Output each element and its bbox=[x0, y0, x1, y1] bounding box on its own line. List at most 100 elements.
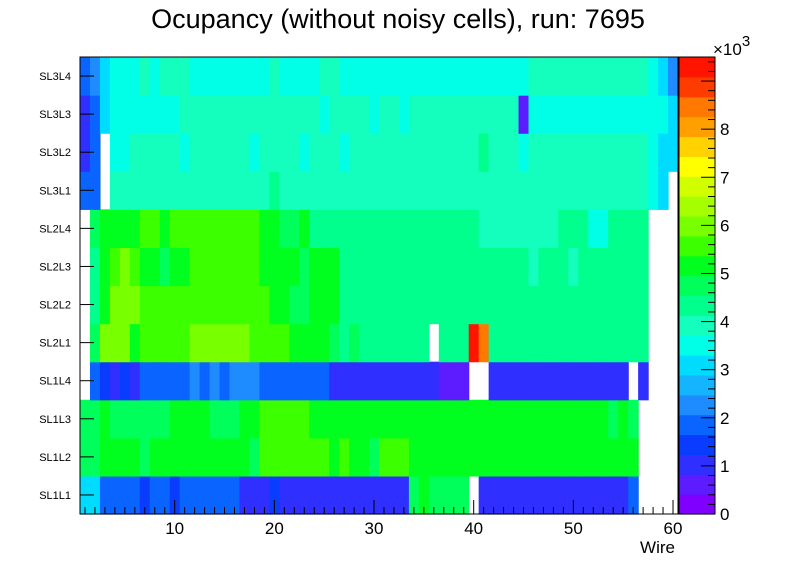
heatmap-cell bbox=[139, 437, 151, 477]
heatmap-cell bbox=[379, 475, 390, 515]
heatmap-cell bbox=[638, 133, 649, 172]
heatmap-cell bbox=[359, 171, 370, 210]
heatmap-cell bbox=[618, 323, 629, 363]
heatmap-cell bbox=[598, 475, 609, 515]
heatmap-cell bbox=[578, 323, 589, 363]
heatmap-cell bbox=[259, 247, 270, 287]
heatmap-cell bbox=[279, 475, 290, 515]
heatmap-cell bbox=[359, 95, 370, 134]
heatmap-cell bbox=[478, 475, 490, 515]
heatmap-cell bbox=[498, 247, 510, 287]
heatmap-cell bbox=[668, 57, 679, 96]
heatmap-cell bbox=[159, 475, 171, 515]
heatmap-cell bbox=[618, 247, 629, 287]
heatmap-cell bbox=[478, 437, 490, 477]
heatmap-cell bbox=[269, 171, 280, 210]
heatmap-cell bbox=[139, 285, 151, 325]
heatmap-cell bbox=[418, 57, 430, 96]
heatmap-cell bbox=[219, 133, 231, 172]
heatmap-cell bbox=[299, 323, 310, 363]
heatmap-cell bbox=[538, 133, 550, 172]
heatmap-cell bbox=[319, 475, 330, 515]
heatmap-cell bbox=[548, 437, 559, 477]
heatmap-cell bbox=[129, 57, 141, 96]
heatmap-cell bbox=[249, 285, 260, 325]
heatmap-cell bbox=[478, 209, 490, 249]
heatmap-cell bbox=[149, 475, 161, 515]
heatmap-cell bbox=[588, 95, 599, 134]
heatmap-cell bbox=[249, 323, 260, 363]
heatmap-cell bbox=[618, 475, 629, 515]
heatmap-cell bbox=[498, 475, 510, 515]
heatmap-cell bbox=[169, 209, 181, 249]
heatmap-cell bbox=[299, 57, 310, 96]
heatmap-cell bbox=[598, 437, 609, 477]
heatmap-cell bbox=[339, 247, 350, 287]
heatmap-cell bbox=[428, 247, 440, 287]
heatmap-cell bbox=[109, 57, 121, 96]
heatmap-cell bbox=[229, 361, 241, 401]
heatmap-cell bbox=[329, 247, 340, 287]
heatmap-cell bbox=[588, 171, 599, 210]
heatmap-cell bbox=[558, 323, 569, 363]
heatmap-cell bbox=[119, 285, 131, 325]
palette-swatch bbox=[679, 494, 715, 515]
heatmap-cell bbox=[458, 437, 470, 477]
palette-swatch bbox=[679, 474, 715, 495]
heatmap-cell bbox=[638, 57, 649, 96]
heatmap-cell bbox=[608, 247, 619, 287]
heatmap-cell bbox=[498, 437, 510, 477]
y-tick-label: SL2L3 bbox=[39, 261, 71, 273]
heatmap-cell bbox=[119, 57, 131, 96]
heatmap-cell bbox=[568, 209, 579, 249]
palette-swatch bbox=[679, 156, 715, 177]
heatmap-cell bbox=[309, 323, 320, 363]
heatmap-cell bbox=[508, 209, 520, 249]
heatmap-cell bbox=[209, 57, 221, 96]
heatmap-cell bbox=[369, 95, 380, 134]
heatmap-cell bbox=[169, 323, 181, 363]
heatmap-cell bbox=[508, 133, 520, 172]
heatmap-cell bbox=[269, 247, 280, 287]
heatmap-cell bbox=[359, 247, 370, 287]
heatmap-cell bbox=[259, 361, 270, 401]
heatmap-cell bbox=[189, 475, 201, 515]
heatmap-cell bbox=[498, 285, 510, 325]
heatmap-cell bbox=[448, 437, 460, 477]
palette-swatch bbox=[679, 116, 715, 138]
heatmap-cell bbox=[408, 285, 420, 325]
heatmap-cell bbox=[329, 437, 340, 477]
heatmap-cell bbox=[229, 95, 241, 134]
heatmap-cell bbox=[279, 171, 290, 210]
heatmap-cell bbox=[269, 57, 280, 96]
heatmap-cell bbox=[558, 285, 569, 325]
heatmap-cell bbox=[179, 209, 191, 249]
heatmap-cell bbox=[478, 323, 490, 363]
heatmap-cell bbox=[438, 171, 450, 210]
heatmap-cell bbox=[369, 475, 380, 515]
y-tick-label: SL1L2 bbox=[39, 452, 71, 464]
heatmap-cell bbox=[89, 285, 101, 325]
heatmap-cell bbox=[129, 133, 141, 172]
x-tick-label: 40 bbox=[464, 519, 483, 538]
heatmap-cell bbox=[339, 133, 350, 172]
heatmap-cell bbox=[209, 285, 221, 325]
heatmap-cell bbox=[139, 323, 151, 363]
heatmap-cell bbox=[109, 323, 121, 363]
heatmap-cell bbox=[428, 475, 440, 515]
heatmap-cell bbox=[498, 399, 510, 439]
y-tick-label: SL1L1 bbox=[39, 490, 71, 502]
heatmap-cell bbox=[119, 171, 131, 210]
heatmap-cell bbox=[408, 209, 420, 249]
heatmap-cell bbox=[628, 437, 639, 477]
heatmap-cell bbox=[169, 285, 181, 325]
heatmap-cell bbox=[558, 209, 569, 249]
heatmap-cell bbox=[339, 361, 350, 401]
heatmap-cell bbox=[408, 171, 420, 210]
heatmap-cell bbox=[668, 95, 679, 134]
z-axis-multiplier-exponent: 3 bbox=[742, 33, 750, 50]
heatmap-cell bbox=[349, 361, 360, 401]
heatmap-cell bbox=[119, 133, 131, 172]
heatmap-cell bbox=[329, 399, 340, 439]
heatmap-cell bbox=[588, 323, 599, 363]
